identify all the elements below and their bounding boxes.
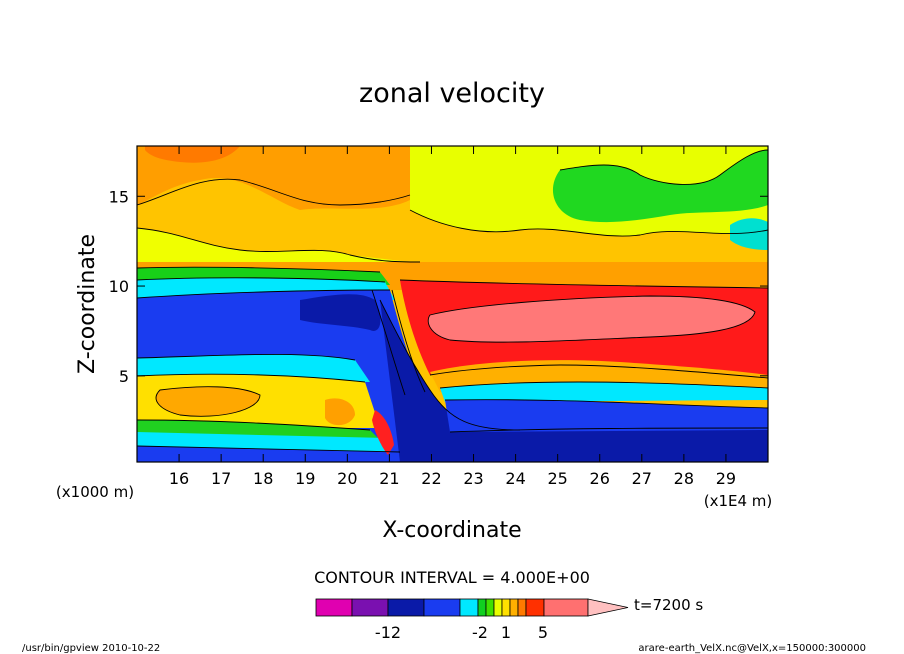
band-upper-green <box>552 150 768 223</box>
y-tick-label: 10 <box>109 277 129 296</box>
colorbar-segment <box>351 598 389 617</box>
colorbar: -12 -2 1 5 <box>315 598 629 642</box>
band-upper-cyan-patch <box>730 218 768 250</box>
footer-right: arare-earth_VelX.nc@VelX,x=150000:300000 <box>638 643 866 654</box>
x-axis: 16 17 18 19 20 21 22 23 24 25 26 27 28 29 <box>169 146 736 488</box>
colorbar-segment <box>525 598 545 617</box>
x-tick-label: 22 <box>421 469 441 488</box>
band-upper-orange-dark <box>145 146 240 163</box>
contour-field <box>137 146 768 462</box>
colorbar-segment <box>477 598 487 617</box>
colorbar-segment <box>517 598 527 617</box>
x-tick-label: 28 <box>674 469 694 488</box>
colorbar-segment <box>459 598 479 617</box>
band-pink-core <box>428 296 755 343</box>
band-navy-left <box>300 294 381 331</box>
plot-frame <box>136 145 769 463</box>
band-orange-blob <box>325 398 355 426</box>
x-tick-label: 16 <box>169 469 189 488</box>
x-axis-label: X-coordinate <box>382 518 521 543</box>
x-tick-label: 23 <box>463 469 483 488</box>
x-tick-label: 27 <box>632 469 652 488</box>
x-unit-note: (x1E4 m) <box>704 492 773 510</box>
y-unit-note: (x1000 m) <box>56 483 134 501</box>
band-orange-lowleft <box>156 386 260 417</box>
x-tick-label: 18 <box>253 469 273 488</box>
x-tick-label: 19 <box>295 469 315 488</box>
band-blue-bottomleft <box>137 446 400 462</box>
contour-lines <box>137 149 768 453</box>
colorbar-label: 1 <box>501 623 511 642</box>
x-tick-label: 25 <box>547 469 567 488</box>
x-tick-label: 21 <box>379 469 399 488</box>
y-axis-label: Z-coordinate <box>75 234 100 374</box>
chart-title: zonal velocity <box>359 78 545 109</box>
y-tick-label: 15 <box>109 187 129 206</box>
colorbar-segment <box>485 598 495 617</box>
colorbar-label: 5 <box>538 623 548 642</box>
band-cyan-lowright <box>440 382 768 402</box>
x-tick-label: 17 <box>211 469 231 488</box>
contour-interval-text: CONTOUR INTERVAL = 4.000E+00 <box>314 568 590 587</box>
colorbar-segment <box>493 598 503 617</box>
colorbar-extension-arrow <box>587 598 629 617</box>
colorbar-label: -12 <box>375 623 401 642</box>
footer-left: /usr/bin/gpview 2010-10-22 <box>22 643 160 654</box>
y-axis: 5 10 15 <box>109 187 768 386</box>
x-tick-label: 26 <box>590 469 610 488</box>
colorbar-label: -2 <box>472 623 488 642</box>
colorbar-segment <box>387 598 425 617</box>
band-red-lee <box>372 410 394 455</box>
x-tick-label: 24 <box>505 469 525 488</box>
band-blue-lowright <box>445 399 768 432</box>
colorbar-segment <box>423 598 461 617</box>
colorbar-segment <box>509 598 519 617</box>
colorbar-segment <box>315 598 353 617</box>
x-tick-label: 20 <box>337 469 357 488</box>
colorbar-segment <box>543 598 589 617</box>
x-tick-label: 29 <box>716 469 736 488</box>
time-label: t=7200 s <box>634 596 703 614</box>
colorbar-segment <box>501 598 511 617</box>
y-tick-label: 5 <box>119 367 129 386</box>
